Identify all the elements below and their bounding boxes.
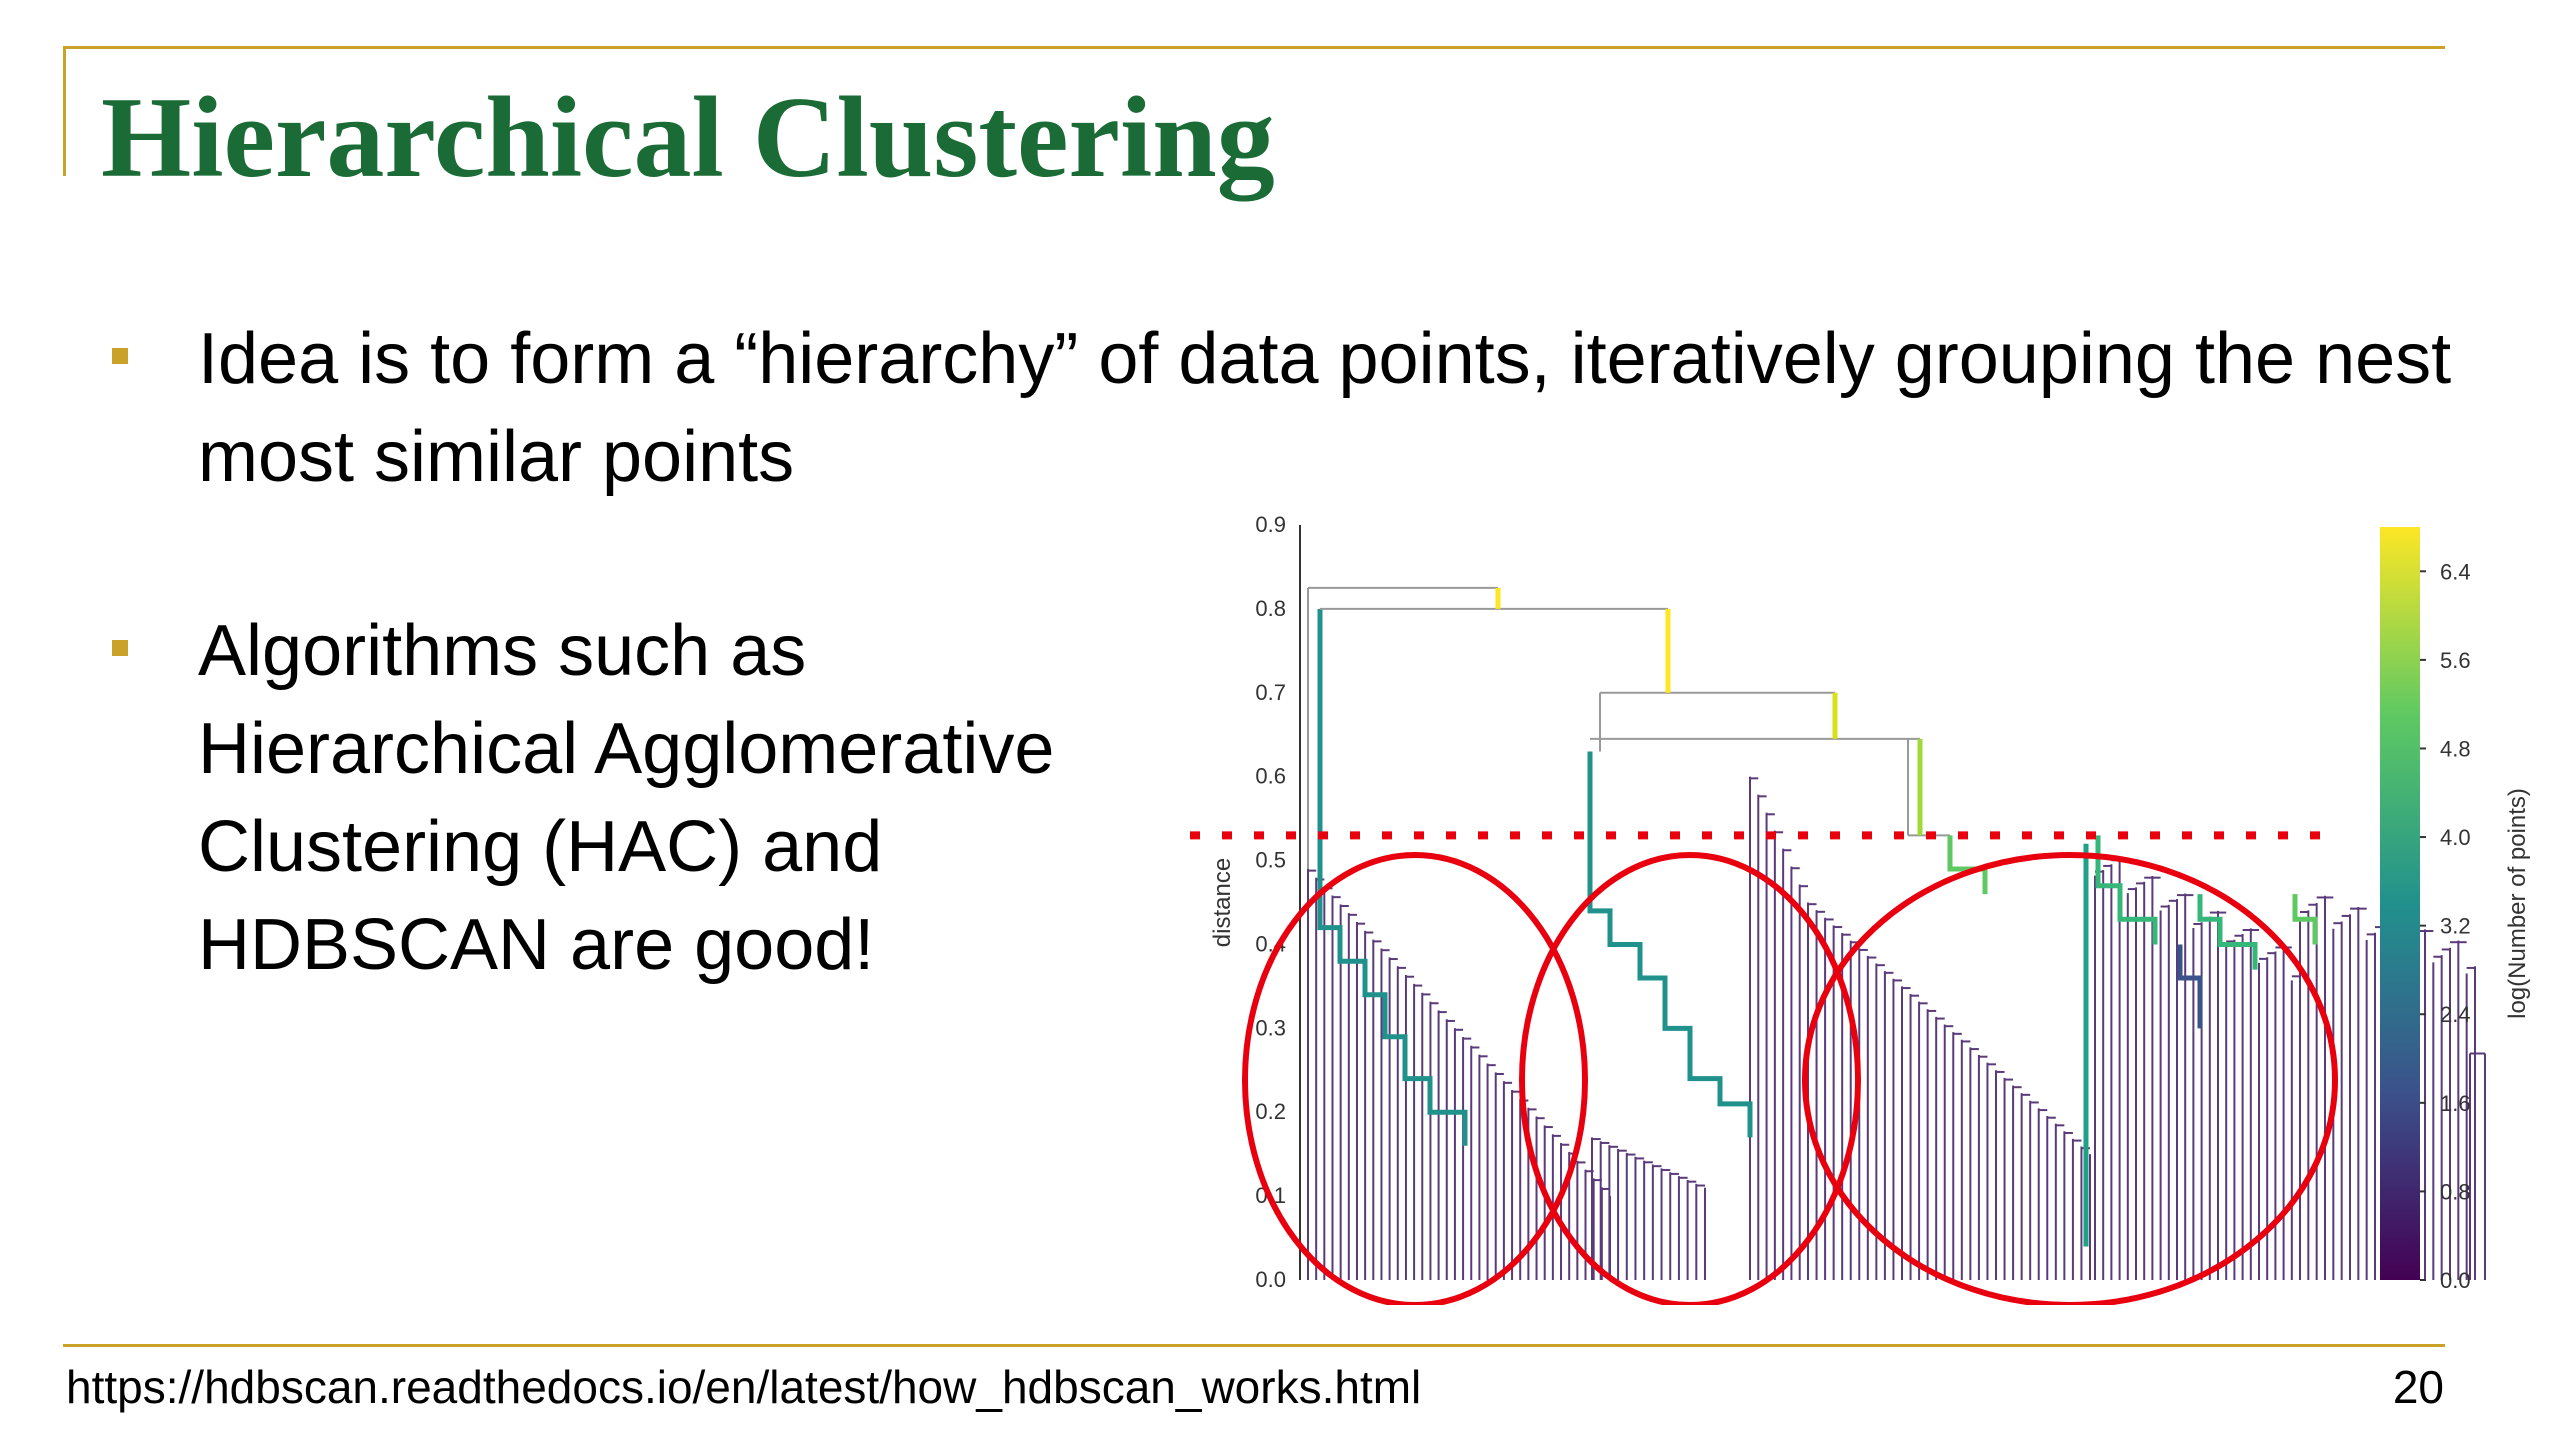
colorbar-tick-label: 6.4 <box>2440 559 2471 584</box>
y-tick-label: 0.6 <box>1255 764 1286 789</box>
colorbar <box>2380 527 2420 1280</box>
cluster-3-branch <box>2095 835 2158 945</box>
y-tick-label: 0.5 <box>1255 848 1286 873</box>
left-rule <box>63 46 66 176</box>
branch-0.53 <box>1947 835 1988 895</box>
colorbar-tick-label: 0.8 <box>2440 1179 2471 1204</box>
colorbar-tick-label: 4.8 <box>2440 736 2471 761</box>
colorbar-tick-label: 0.0 <box>2440 1268 2471 1293</box>
branch-right <box>2292 894 2318 945</box>
y-tick-label: 0.2 <box>1255 1099 1286 1124</box>
y-tick-label: 0.9 <box>1255 512 1286 537</box>
cluster-1-main-branch <box>1317 608 1468 1146</box>
slide-title: Hierarchical Clustering <box>101 74 1275 202</box>
source-url: https://hdbscan.readthedocs.io/en/latest… <box>66 1361 1422 1413</box>
colorbar-tick-label: 5.6 <box>2440 648 2471 673</box>
y-tick-label: 0.3 <box>1255 1015 1286 1040</box>
colorbar-tick-label: 1.6 <box>2440 1091 2471 1116</box>
cluster-2-main-branch <box>1587 751 1753 1138</box>
y-tick-label: 0.8 <box>1255 596 1286 621</box>
y-tick-label: 0.0 <box>1255 1267 1286 1292</box>
cluster-3-subbranch <box>2177 944 2203 1029</box>
top-rule <box>63 46 2445 49</box>
colorbar-tick-label: 4.0 <box>2440 825 2471 850</box>
page-number: 20 <box>2392 1361 2444 1413</box>
dendrogram-figure: 0.0 0.1 0.2 0.3 0.4 0.5 0.6 0.7 0.8 0.9 distance 0.… <box>1180 505 2560 1308</box>
colorbar-tick-label: 3.2 <box>2440 914 2471 939</box>
y-tick-label: 0.7 <box>1255 680 1286 705</box>
bullet-text-1: Idea is to form a “hierarchy” of data po… <box>198 319 2452 497</box>
bullet-marker <box>112 348 128 364</box>
colorbar-label: log(Number of points) <box>2504 788 2531 1019</box>
cluster-3-right-branch <box>2197 894 2258 970</box>
y-axis-label: distance <box>1209 858 1236 947</box>
bottom-rule <box>63 1344 2445 1347</box>
bullet-marker <box>112 640 128 656</box>
dendrogram-chart: 0.00.10.20.30.40.50.60.70.80.9distance0.… <box>1190 512 2531 1308</box>
colorbar-tick-label: 2.4 <box>2440 1002 2471 1027</box>
bullet-text-2: Algorithms such as Hierarchical Agglomer… <box>198 611 1055 985</box>
